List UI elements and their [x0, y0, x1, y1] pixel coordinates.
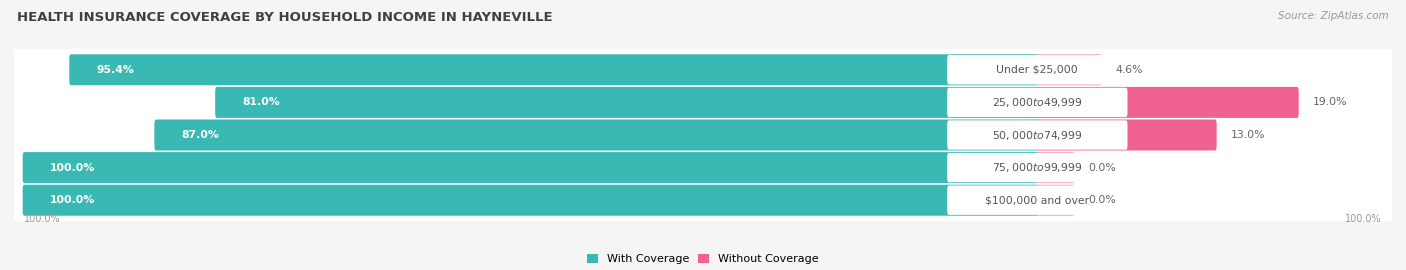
- Text: Under $25,000: Under $25,000: [997, 65, 1078, 75]
- FancyBboxPatch shape: [948, 55, 1128, 85]
- FancyBboxPatch shape: [948, 120, 1128, 150]
- Text: 100.0%: 100.0%: [49, 195, 94, 205]
- FancyBboxPatch shape: [1036, 120, 1216, 150]
- Text: 81.0%: 81.0%: [242, 97, 280, 107]
- FancyBboxPatch shape: [948, 153, 1128, 182]
- FancyBboxPatch shape: [1036, 87, 1299, 118]
- FancyBboxPatch shape: [215, 87, 1039, 118]
- FancyBboxPatch shape: [11, 79, 1395, 126]
- Text: 100.0%: 100.0%: [49, 163, 94, 173]
- Text: $100,000 and over: $100,000 and over: [986, 195, 1090, 205]
- FancyBboxPatch shape: [155, 120, 1039, 150]
- Text: 0.0%: 0.0%: [1088, 163, 1116, 173]
- FancyBboxPatch shape: [22, 152, 1039, 183]
- FancyBboxPatch shape: [948, 185, 1128, 215]
- FancyBboxPatch shape: [1036, 185, 1074, 216]
- Text: HEALTH INSURANCE COVERAGE BY HOUSEHOLD INCOME IN HAYNEVILLE: HEALTH INSURANCE COVERAGE BY HOUSEHOLD I…: [17, 11, 553, 24]
- Legend: With Coverage, Without Coverage: With Coverage, Without Coverage: [588, 254, 818, 264]
- Text: 4.6%: 4.6%: [1115, 65, 1143, 75]
- Text: $75,000 to $99,999: $75,000 to $99,999: [993, 161, 1083, 174]
- FancyBboxPatch shape: [11, 177, 1395, 224]
- FancyBboxPatch shape: [1036, 152, 1074, 183]
- Text: $50,000 to $74,999: $50,000 to $74,999: [993, 129, 1083, 141]
- Text: 0.0%: 0.0%: [1088, 195, 1116, 205]
- FancyBboxPatch shape: [948, 88, 1128, 117]
- Text: 100.0%: 100.0%: [1346, 214, 1382, 224]
- Text: 13.0%: 13.0%: [1230, 130, 1265, 140]
- Text: $25,000 to $49,999: $25,000 to $49,999: [993, 96, 1083, 109]
- Text: 19.0%: 19.0%: [1312, 97, 1347, 107]
- Text: 100.0%: 100.0%: [24, 214, 60, 224]
- FancyBboxPatch shape: [22, 185, 1039, 216]
- Text: 87.0%: 87.0%: [181, 130, 219, 140]
- FancyBboxPatch shape: [1036, 54, 1102, 85]
- FancyBboxPatch shape: [11, 144, 1395, 191]
- FancyBboxPatch shape: [11, 111, 1395, 159]
- FancyBboxPatch shape: [11, 46, 1395, 93]
- FancyBboxPatch shape: [69, 54, 1039, 85]
- Text: 95.4%: 95.4%: [96, 65, 134, 75]
- Text: Source: ZipAtlas.com: Source: ZipAtlas.com: [1278, 11, 1389, 21]
